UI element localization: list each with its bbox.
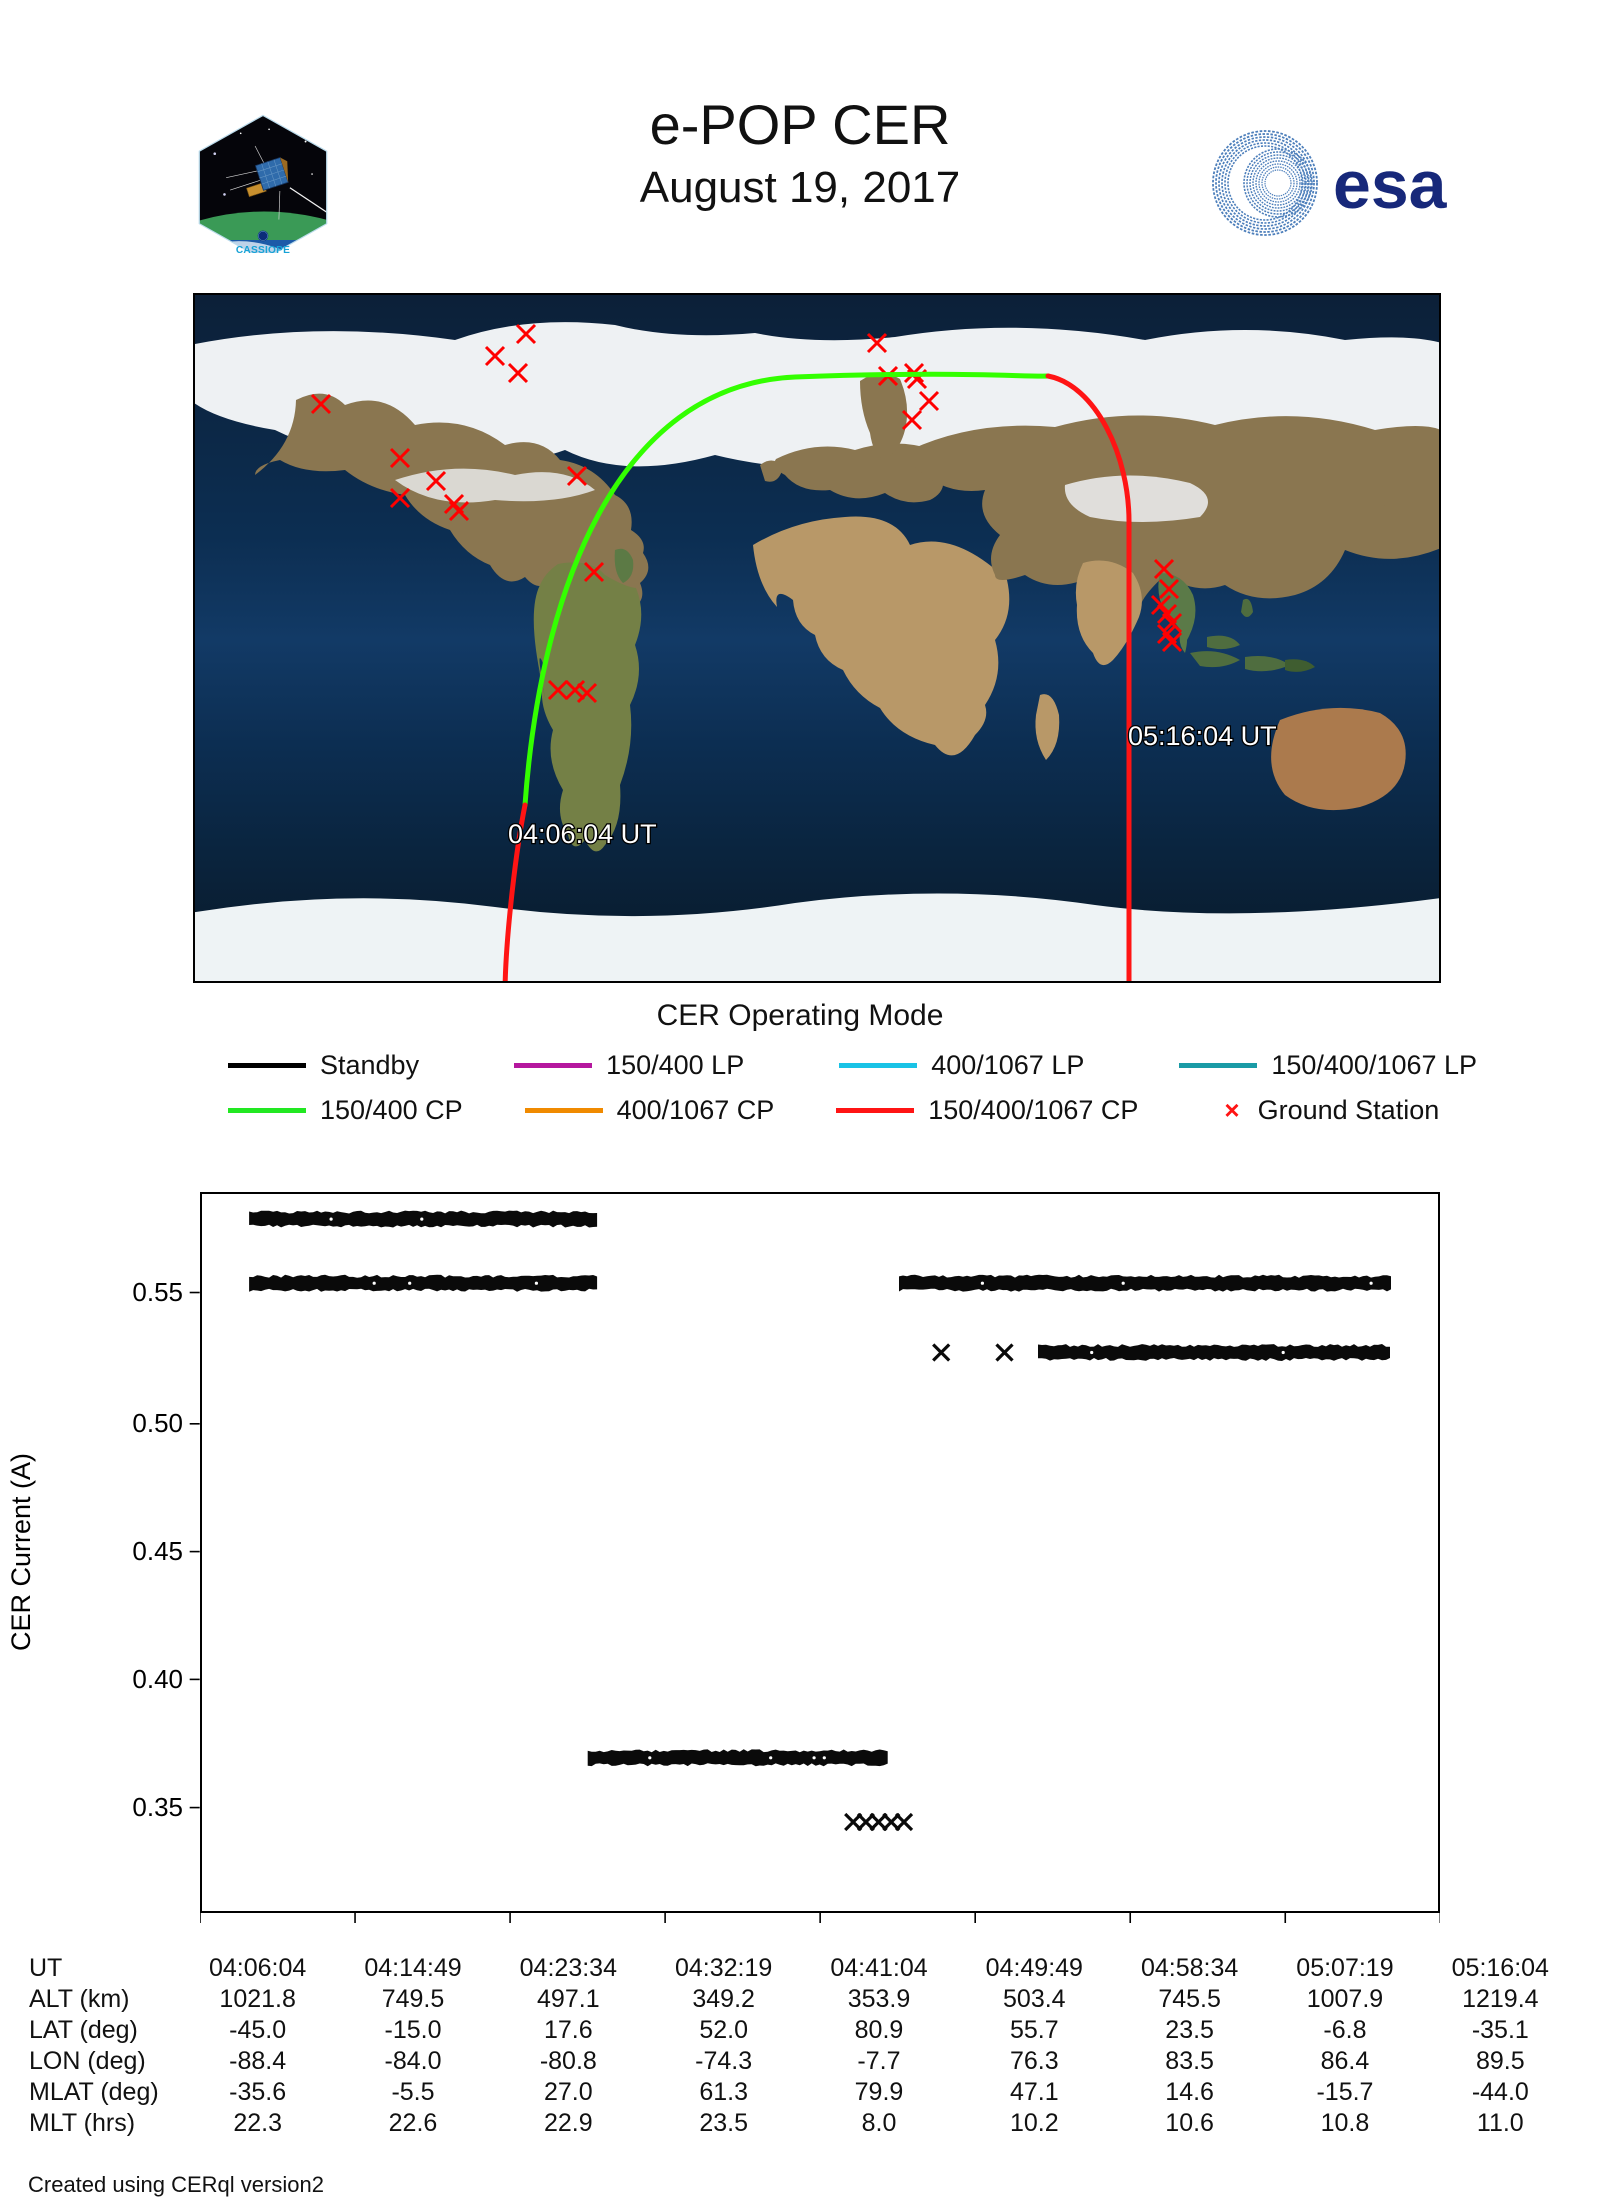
svg-text:0.40: 0.40 — [132, 1664, 183, 1694]
svg-text:0.35: 0.35 — [132, 1792, 183, 1822]
svg-text:04:06:04 UT: 04:06:04 UT — [508, 819, 657, 849]
svg-text:05:16:04 UT: 05:16:04 UT — [1128, 721, 1277, 751]
svg-text:0.45: 0.45 — [132, 1536, 183, 1566]
svg-text:0.55: 0.55 — [132, 1277, 183, 1307]
svg-text:CER Current (A): CER Current (A) — [6, 1453, 36, 1651]
svg-text:CASSIOPE: CASSIOPE — [236, 245, 290, 253]
svg-text:0.50: 0.50 — [132, 1408, 183, 1438]
svg-text:esa: esa — [1333, 147, 1448, 223]
